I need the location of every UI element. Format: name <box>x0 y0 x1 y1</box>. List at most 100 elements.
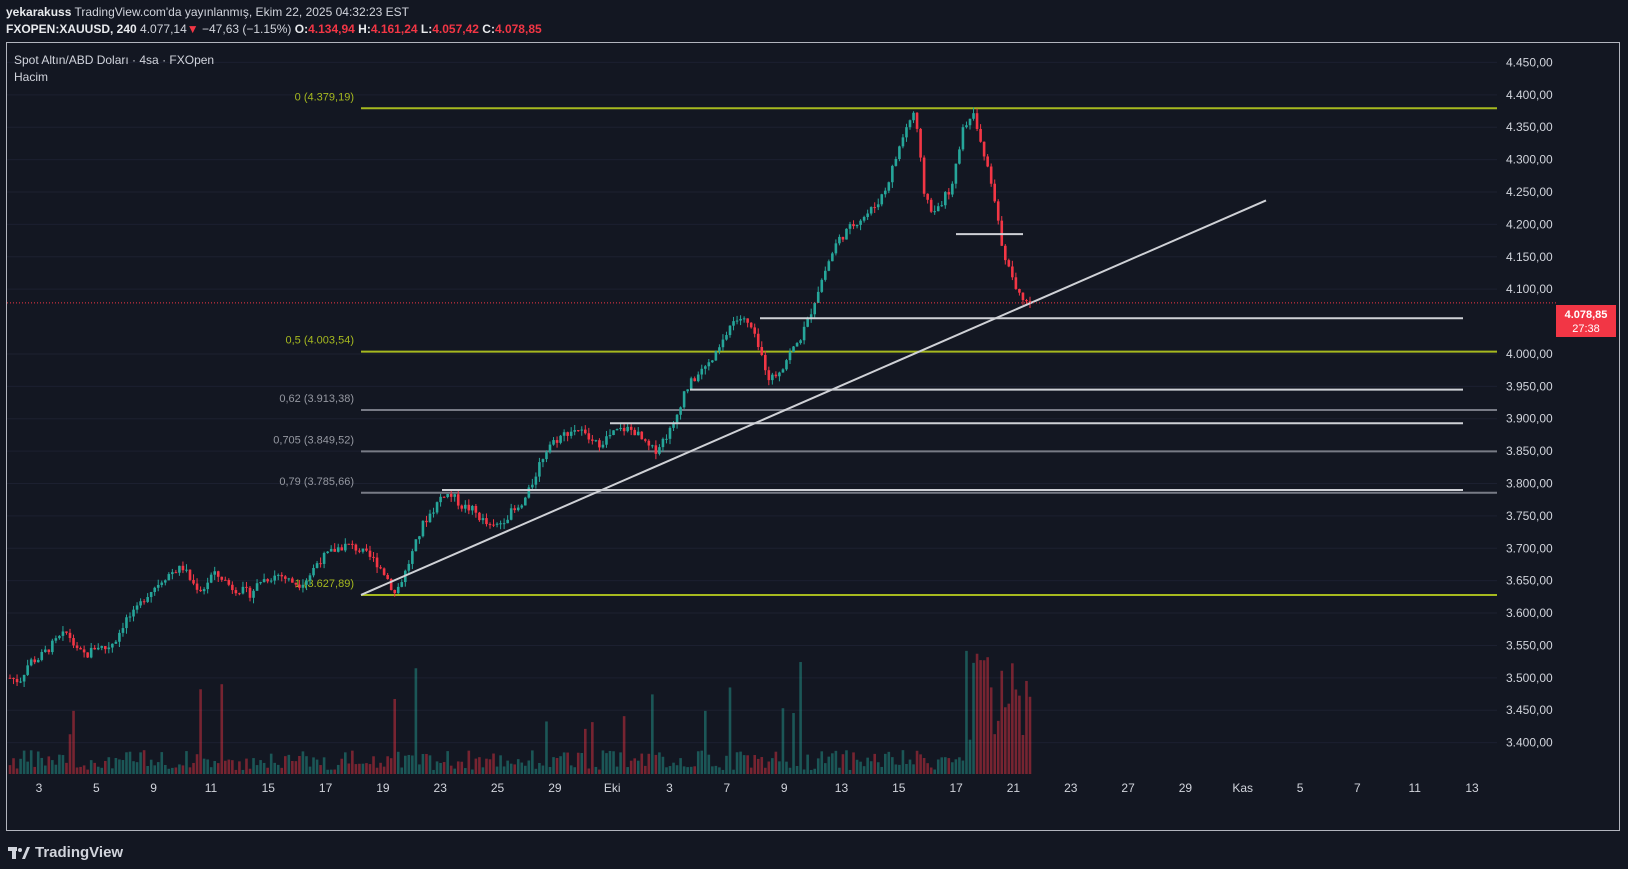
volume-bar <box>460 761 464 774</box>
candle-body <box>912 112 915 121</box>
x-tick-label: 9 <box>781 781 788 795</box>
candle-body <box>428 513 432 523</box>
volume-bar <box>365 763 368 774</box>
candle-body <box>329 548 333 552</box>
volume-bar <box>566 752 569 774</box>
volume-bar <box>915 750 919 774</box>
candle-body <box>142 601 146 603</box>
candle-body <box>668 427 672 439</box>
fib-label: 0,79 (3.785,66) <box>279 476 354 488</box>
volume-bar <box>343 752 347 774</box>
candle-body <box>199 589 202 592</box>
candle-body <box>446 493 449 497</box>
y-tick-label: 4.400,00 <box>1506 88 1553 102</box>
candle-body <box>411 551 414 564</box>
volume-bar <box>718 767 721 774</box>
volume-bar <box>732 769 735 774</box>
candle-body <box>972 113 975 119</box>
candle-body <box>8 677 12 679</box>
volume-bar <box>573 767 577 774</box>
x-tick-label: 3 <box>666 781 673 795</box>
volume-bar <box>1025 680 1028 774</box>
candle-body <box>749 322 753 328</box>
volume-bar <box>54 764 58 774</box>
candle-body <box>488 524 492 526</box>
volume-bar <box>756 758 760 774</box>
candle-body <box>111 643 114 648</box>
volume-bar <box>703 710 707 774</box>
volume-bar <box>333 769 337 774</box>
candle-layer <box>8 107 1032 687</box>
candle-body <box>612 430 615 436</box>
candle-body <box>531 484 534 488</box>
volume-bar <box>975 653 979 774</box>
candle-body <box>58 635 61 639</box>
volume-bar <box>86 769 89 774</box>
y-tick-label: 4.100,00 <box>1506 282 1553 296</box>
legend-volume[interactable]: Hacim <box>14 70 49 84</box>
candle-body <box>283 576 287 579</box>
candle-body <box>951 183 954 195</box>
volume-bar <box>156 762 160 774</box>
volume-bar <box>463 768 467 774</box>
volume-bar <box>492 753 495 774</box>
candle-body <box>298 584 301 588</box>
fib-label: 0 (4.379,19) <box>295 91 354 103</box>
candle-body <box>163 580 167 583</box>
candle-body <box>975 113 979 129</box>
legend-title[interactable]: Spot Altın/ABD Doları · 4sa · FXOpen <box>14 53 215 67</box>
candle-body <box>689 378 693 390</box>
x-tick-label: 19 <box>376 781 390 795</box>
volume-bar <box>912 764 915 774</box>
price-tag-box <box>1556 305 1616 337</box>
volume-bar <box>548 767 552 774</box>
volume-bar <box>725 755 728 774</box>
candle-body <box>322 552 326 564</box>
candle-body <box>326 551 329 553</box>
x-tick-label: 13 <box>835 781 849 795</box>
candle-body <box>940 205 944 207</box>
volume-bar <box>763 767 767 774</box>
volume-bar <box>721 769 725 774</box>
candle-body <box>68 632 72 639</box>
author-name[interactable]: yekarakuss <box>6 5 72 19</box>
candle-body <box>227 580 231 585</box>
candle-body <box>280 574 284 577</box>
volume-bar <box>760 757 764 774</box>
y-tick-label: 3.850,00 <box>1506 444 1553 458</box>
volume-bar <box>75 767 79 774</box>
candle-body <box>781 369 785 373</box>
candle-body <box>195 583 199 590</box>
candle-body <box>541 459 545 463</box>
volume-bar <box>19 758 22 774</box>
candle-body <box>149 592 153 598</box>
price-tag-countdown: 27:38 <box>1572 323 1600 335</box>
volume-bar <box>312 757 315 774</box>
volume-bar <box>238 761 241 774</box>
volume-bar <box>961 760 965 774</box>
candle-body <box>636 431 640 436</box>
candle-body <box>728 325 732 336</box>
tradingview-logo[interactable]: TradingView <box>8 844 123 861</box>
volume-bar <box>471 769 474 774</box>
volume-bar <box>545 721 548 774</box>
y-tick-label: 4.000,00 <box>1506 347 1553 361</box>
volume-bar <box>612 751 615 774</box>
x-tick-label: 13 <box>1465 781 1479 795</box>
chart-panel[interactable] <box>6 42 1620 831</box>
candle-body <box>788 351 792 361</box>
volume-bar <box>922 758 926 774</box>
volume-bar <box>538 763 541 774</box>
candle-body <box>128 616 132 618</box>
volume-bar <box>1000 670 1004 774</box>
volume-bar <box>707 754 711 774</box>
candle-body <box>809 314 813 318</box>
candle-body <box>241 586 245 594</box>
candle-body <box>838 236 841 244</box>
volume-bar <box>753 755 757 774</box>
volume-bar <box>622 716 626 774</box>
published-text: TradingView.com'da yayınlanmış, Ekim 22,… <box>74 5 409 19</box>
volume-bar <box>51 760 54 774</box>
volume-bar <box>876 762 880 774</box>
